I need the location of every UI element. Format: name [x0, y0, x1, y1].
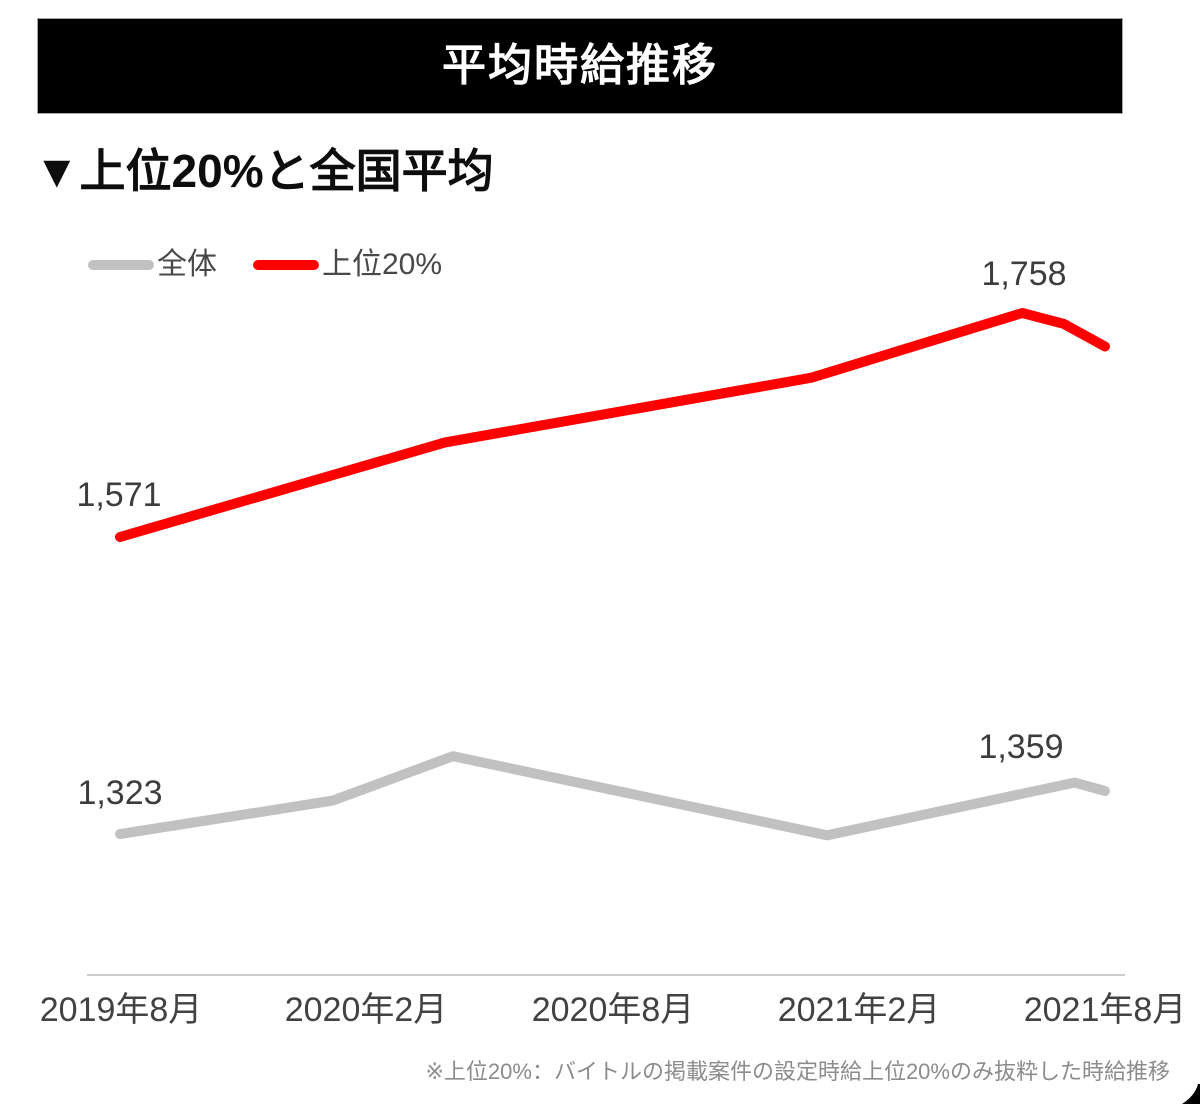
legend-swatch-red — [253, 260, 319, 270]
legend-swatch-gray — [88, 260, 154, 270]
section-subtitle: ▼上位20%と全国平均 — [34, 145, 494, 197]
x-tick-2020-08: 2020年8月 — [531, 991, 695, 1029]
data-label-red-peak: 1,758 — [981, 255, 1067, 293]
legend-label-zentai: 全体 — [157, 248, 217, 281]
data-label-gray-end: 1,359 — [978, 728, 1064, 766]
legend-item-zentai: 全体 — [88, 250, 217, 280]
footnote: ※上位20%：バイトルの掲載案件の設定時給上位20%のみ抜粋した時給推移 — [425, 1059, 1170, 1084]
page-title: 平均時給推移 — [442, 41, 718, 90]
x-tick-2019-08: 2019年8月 — [39, 991, 203, 1029]
corner-swoosh-decoration — [1182, 1084, 1200, 1104]
x-tick-2021-08: 2021年8月 — [1023, 991, 1187, 1029]
title-bar: 平均時給推移 — [37, 18, 1123, 114]
data-label-gray-start: 1,323 — [77, 774, 163, 812]
legend-item-top20: 上位20% — [253, 250, 442, 280]
x-tick-2020-02: 2020年2月 — [284, 991, 448, 1029]
legend-label-top20: 上位20% — [322, 248, 443, 281]
data-label-red-start: 1,571 — [76, 476, 162, 514]
series-line-全体 — [115, 751, 1110, 841]
series-line-上位20% — [115, 308, 1110, 542]
chart-legend: 全体 上位20% — [88, 250, 442, 280]
x-tick-2021-02: 2021年2月 — [777, 991, 941, 1029]
